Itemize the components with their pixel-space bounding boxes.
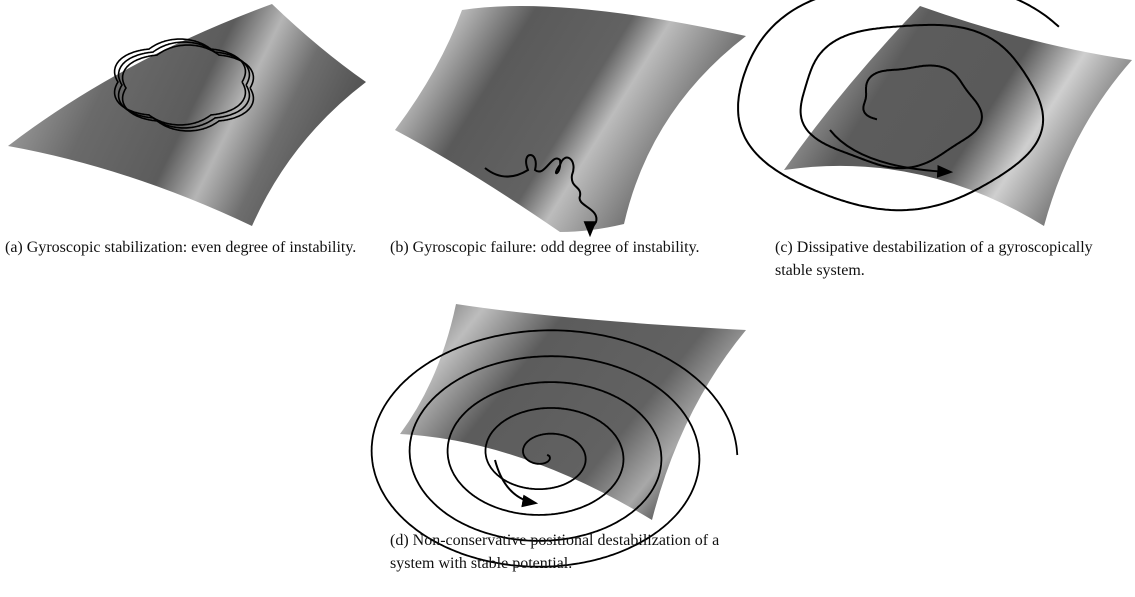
caption: (c) Dissipative destabilization of a gyr… [775,236,1105,282]
surface-b [395,6,746,232]
caption: (d) Non-conservative positional destabil… [390,529,740,575]
caption: (a) Gyroscopic stabilization: even degre… [5,236,375,259]
caption: (b) Gyroscopic failure: odd degree of in… [390,236,740,259]
trajectory-d-tail [495,460,535,503]
page: (a) Gyroscopic stabilization: even degre… [0,0,1135,597]
surface-a [8,4,366,226]
surface-c [784,6,1132,226]
figure-art [0,0,1135,597]
